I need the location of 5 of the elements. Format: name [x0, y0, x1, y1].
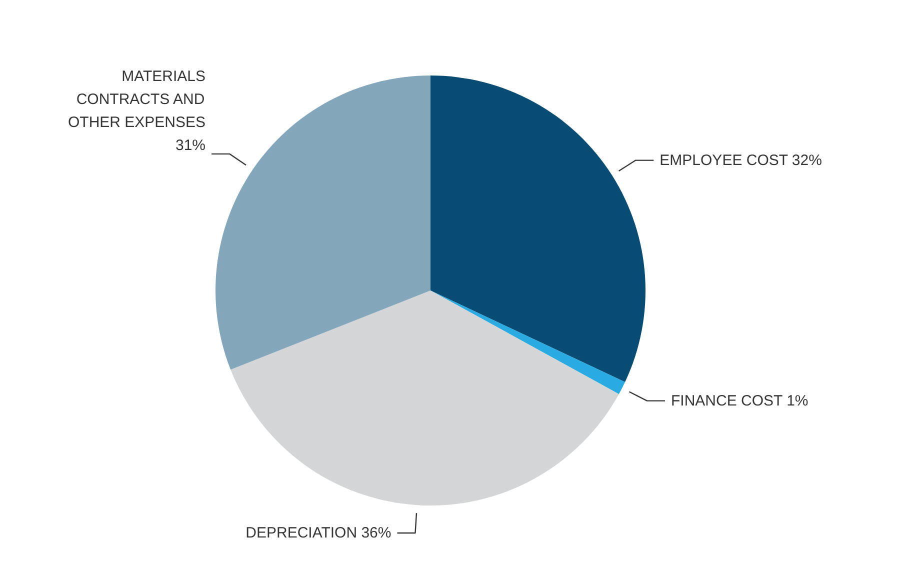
- slice-label: MATERIALS CONTRACTS AND OTHER EXPENSES: [68, 68, 206, 131]
- data-label: 31%: [175, 136, 206, 154]
- slice-label: DEPRECIATION 36%: [246, 524, 392, 542]
- slice-label: FINANCE COST 1%: [671, 392, 808, 410]
- slice-label: EMPLOYEE COST 32%: [660, 152, 822, 169]
